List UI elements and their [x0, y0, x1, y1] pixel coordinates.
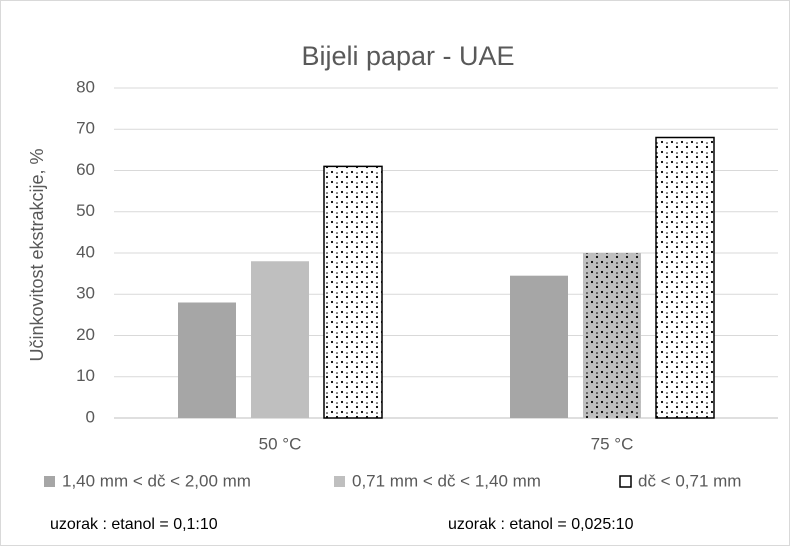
y-tick-label: 10 [76, 366, 95, 385]
annotation: uzorak : etanol = 0,025:10 [448, 516, 634, 533]
bar-pattern [324, 166, 382, 418]
legend-marker [44, 476, 55, 487]
y-tick-label: 30 [76, 284, 95, 303]
y-tick-label: 40 [76, 242, 95, 261]
x-tick-label: 50 °C [259, 434, 302, 453]
bar [178, 302, 236, 418]
legend-marker [334, 476, 345, 487]
bar-pattern [656, 137, 714, 418]
y-axis-label: Učinkovitost ekstrakcije, % [27, 148, 47, 361]
legend-label: dč < 0,71 mm [638, 471, 741, 490]
y-tick-label: 20 [76, 325, 95, 344]
bar [510, 275, 568, 418]
bar-pattern [583, 253, 641, 418]
y-tick-label: 70 [76, 119, 95, 138]
legend-label: 1,40 mm < dč < 2,00 mm [62, 471, 251, 490]
y-tick-label: 80 [76, 77, 95, 96]
y-tick-label: 0 [86, 407, 95, 426]
legend-label: 0,71 mm < dč < 1,40 mm [352, 471, 541, 490]
y-tick-label: 50 [76, 201, 95, 220]
y-tick-label: 60 [76, 160, 95, 179]
chart-title: Bijeli papar - UAE [301, 41, 514, 71]
x-tick-label: 75 °C [591, 434, 634, 453]
bar [251, 261, 309, 418]
legend-marker [619, 475, 632, 488]
annotation: uzorak : etanol = 0,1:10 [50, 516, 218, 533]
